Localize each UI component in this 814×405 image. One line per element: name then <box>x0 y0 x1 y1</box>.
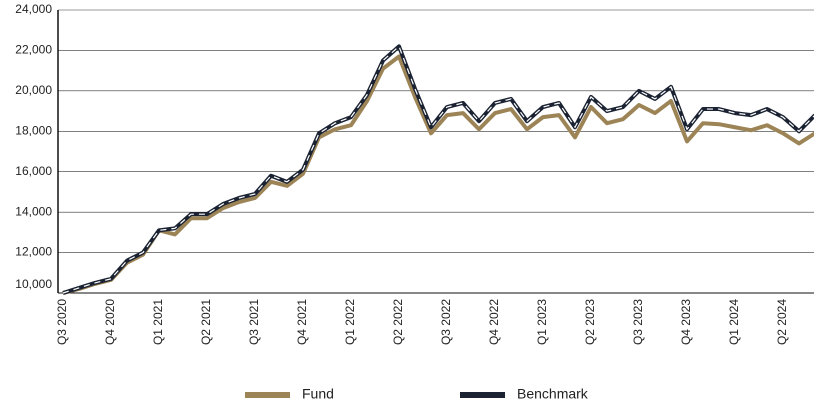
x-tick-label: Q3 2020 <box>55 299 69 345</box>
x-tick-label: Q4 2022 <box>487 299 501 345</box>
y-tick-label: 20,000 <box>15 83 52 97</box>
y-tick-label: 24,000 <box>15 2 52 16</box>
y-tick-label: 14,000 <box>15 204 52 218</box>
y-tick-label: 10,000 <box>15 277 52 291</box>
x-tick-label: Q3 2022 <box>439 299 453 345</box>
series-dash <box>62 45 814 294</box>
legend-label: Benchmark <box>517 386 589 402</box>
y-tick-label: 18,000 <box>15 123 52 137</box>
x-tick-label: Q4 2020 <box>103 299 117 345</box>
x-tick-label: Q1 2023 <box>535 299 549 345</box>
y-tick-label: 22,000 <box>15 43 52 57</box>
x-tick-label: Q4 2021 <box>295 299 309 345</box>
x-tick-label: Q2 2023 <box>583 299 597 345</box>
x-tick-label: Q2 2021 <box>199 299 213 345</box>
x-tick-label: Q3 2021 <box>247 299 261 345</box>
x-tick-label: Q2 2022 <box>391 299 405 345</box>
series-line <box>62 44 814 295</box>
x-tick-label: Q4 2023 <box>679 299 693 345</box>
series-line <box>62 54 814 295</box>
x-tick-label: Q3 2023 <box>631 299 645 345</box>
x-tick-label: Q2 2024 <box>775 299 789 345</box>
x-tick-label: Q1 2022 <box>343 299 357 345</box>
y-tick-label: 16,000 <box>15 164 52 178</box>
x-tick-label: Q1 2024 <box>727 299 741 345</box>
x-tick-label: Q1 2021 <box>151 299 165 345</box>
y-tick-label: 12,000 <box>15 245 52 259</box>
legend-label: Fund <box>302 386 334 402</box>
